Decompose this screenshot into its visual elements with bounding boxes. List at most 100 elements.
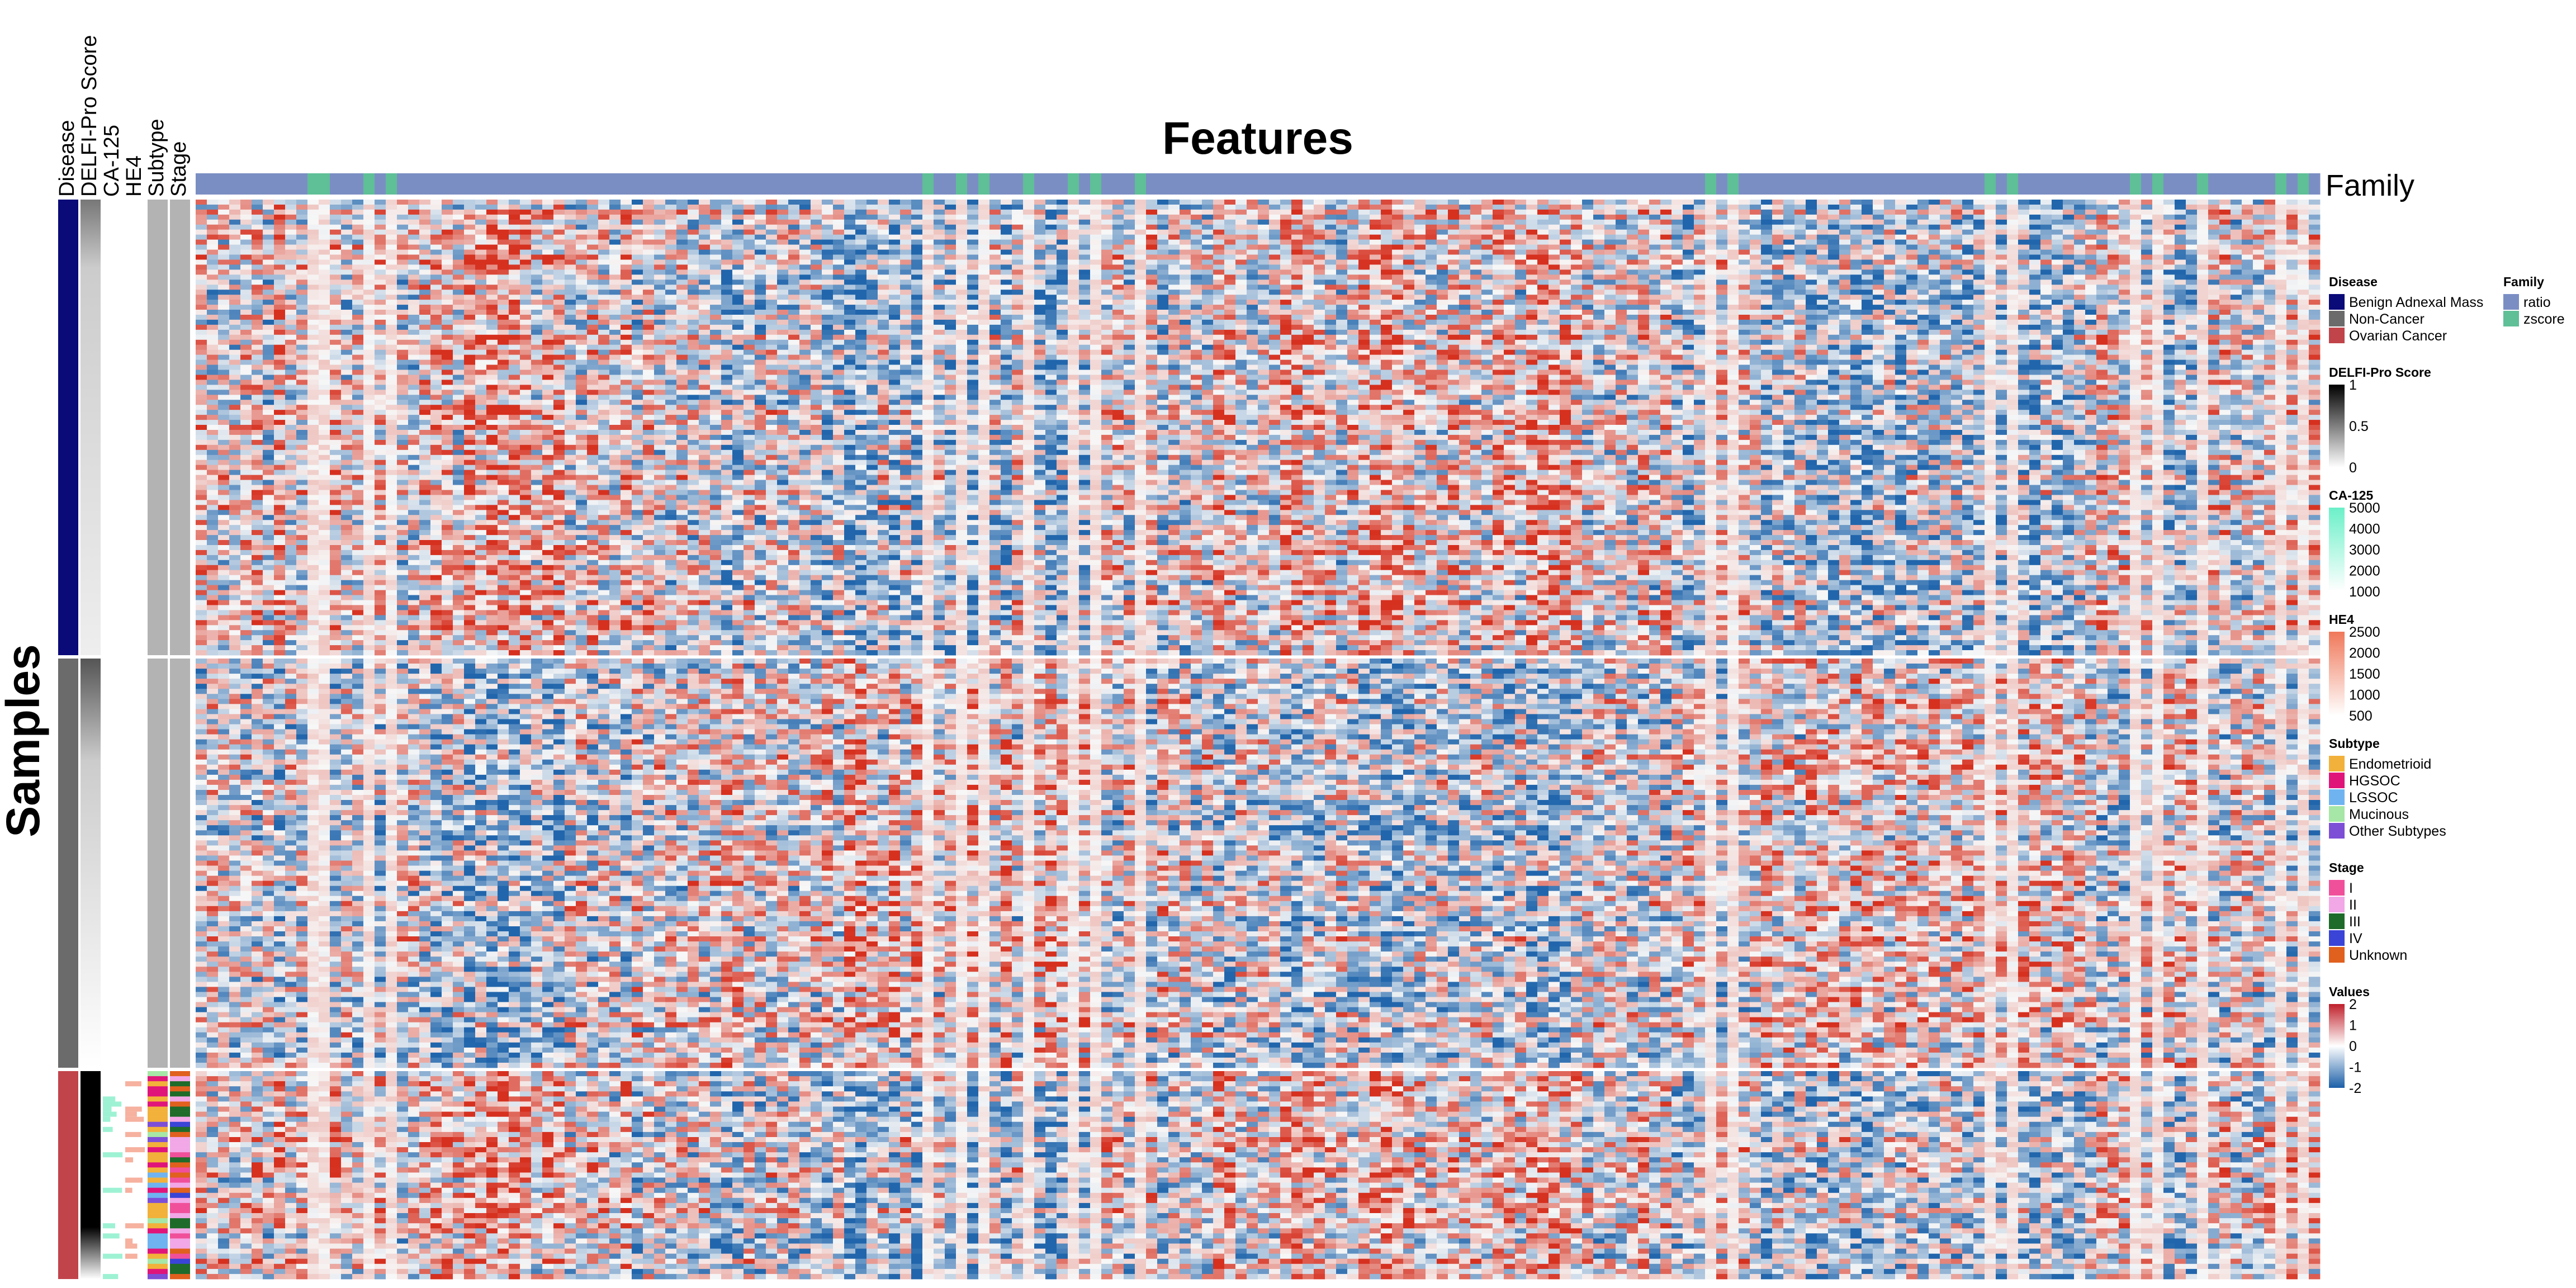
heatmap-cell — [1940, 290, 1952, 295]
heatmap-cell — [2231, 234, 2242, 240]
heatmap-cell — [1772, 209, 1784, 215]
heatmap-cell — [397, 234, 409, 240]
heatmap-cell — [1437, 254, 1448, 260]
heatmap-cell — [1347, 200, 1359, 205]
heatmap-cell — [1459, 264, 1471, 270]
heatmap-cell — [553, 280, 565, 285]
heatmap-cell — [2231, 315, 2242, 320]
heatmap-cell — [375, 254, 386, 260]
heatmap-cell — [1448, 239, 1460, 245]
heatmap-cell — [1370, 315, 1381, 320]
heatmap-cell — [1381, 214, 1393, 220]
heatmap-cell — [1045, 239, 1057, 245]
heatmap-cell — [1180, 269, 1191, 275]
heatmap-cell — [1504, 259, 1516, 265]
heatmap-cell — [1347, 310, 1359, 315]
heatmap-cell — [922, 305, 934, 310]
heatmap-cell — [1649, 285, 1661, 290]
heatmap-cell — [2141, 219, 2153, 225]
heatmap-cell — [531, 259, 543, 265]
heatmap-cell — [922, 295, 934, 300]
heatmap-cell — [240, 290, 252, 295]
heatmap-cell — [1191, 259, 1202, 265]
heatmap-cell — [1325, 295, 1337, 300]
heatmap-cell — [2231, 285, 2242, 290]
family-cell — [945, 173, 956, 195]
heatmap-cell — [475, 269, 487, 275]
family-cell — [878, 173, 889, 195]
heatmap-cell — [609, 219, 621, 225]
heatmap-cell — [207, 315, 219, 320]
heatmap-cell — [811, 269, 822, 275]
heatmap-cell — [196, 280, 207, 285]
heatmap-cell — [788, 319, 800, 325]
heatmap-cell — [1258, 310, 1270, 315]
heatmap-cell — [1034, 269, 1046, 275]
heatmap-cell — [1582, 269, 1594, 275]
heatmap-cell — [1403, 285, 1415, 290]
heatmap-cell — [1806, 209, 1817, 215]
heatmap-cell — [2119, 219, 2130, 225]
heatmap-cell — [1258, 269, 1270, 275]
heatmap-cell — [1783, 229, 1795, 235]
heatmap-cell — [945, 280, 956, 285]
heatmap-cell — [744, 295, 755, 300]
heatmap-cell — [1112, 319, 1124, 325]
heatmap-cell — [1291, 305, 1303, 310]
heatmap-cell — [363, 315, 375, 320]
heatmap-cell — [1783, 290, 1795, 295]
heatmap-cell — [643, 310, 655, 315]
he4-cell — [125, 1243, 138, 1249]
heatmap-cell — [1459, 209, 1471, 215]
heatmap-cell — [2029, 295, 2041, 300]
heatmap-cell — [1671, 274, 1683, 280]
heatmap-cell — [1168, 239, 1180, 245]
heatmap-cell — [2052, 224, 2063, 230]
heatmap-cell — [766, 305, 778, 310]
heatmap-cell — [710, 274, 722, 280]
heatmap-cell — [1258, 285, 1270, 290]
heatmap-cell — [218, 254, 230, 260]
heatmap-cell — [386, 285, 397, 290]
heatmap-cell — [1593, 310, 1605, 315]
heatmap-cell — [1280, 310, 1292, 315]
heatmap-cell — [2029, 264, 2041, 270]
heatmap-cell — [1828, 214, 1840, 220]
heatmap-cell — [207, 319, 219, 325]
heatmap-cell — [844, 234, 856, 240]
family-cell — [978, 173, 990, 195]
family-cell — [956, 173, 968, 195]
heatmap-cell — [2040, 259, 2052, 265]
heatmap-cell — [1593, 269, 1605, 275]
heatmap-cell — [2163, 224, 2175, 230]
heatmap-cell — [1951, 244, 1963, 250]
heatmap-cell — [453, 295, 465, 300]
heatmap-cell — [397, 269, 409, 275]
heatmap-cell — [911, 249, 923, 255]
heatmap-cell — [1828, 200, 1840, 205]
heatmap-cell — [1493, 214, 1504, 220]
heatmap-cell — [744, 209, 755, 215]
heatmap-cell — [520, 319, 532, 325]
heatmap-cell — [1604, 219, 1616, 225]
heatmap-cell — [1381, 264, 1393, 270]
heatmap-cell — [1560, 280, 1571, 285]
heatmap-cell — [621, 214, 632, 220]
heatmap-cell — [2197, 274, 2209, 280]
heatmap-cell — [363, 305, 375, 310]
heatmap-cell — [1951, 295, 1963, 300]
heatmap-cell — [430, 214, 442, 220]
family-cell — [1112, 173, 1124, 195]
heatmap-cell — [732, 239, 744, 245]
heatmap-cell — [1806, 310, 1817, 315]
heatmap-cell — [218, 305, 230, 310]
heatmap-cell — [307, 300, 319, 305]
heatmap-cell — [744, 249, 755, 255]
heatmap-cell — [2096, 214, 2108, 220]
heatmap-cell — [1806, 274, 1817, 280]
heatmap-cell — [1157, 259, 1169, 265]
heatmap-cell — [1660, 234, 1672, 240]
heatmap-cell — [1884, 300, 1896, 305]
heatmap-cell — [1381, 315, 1393, 320]
heatmap-cell — [1705, 264, 1717, 270]
